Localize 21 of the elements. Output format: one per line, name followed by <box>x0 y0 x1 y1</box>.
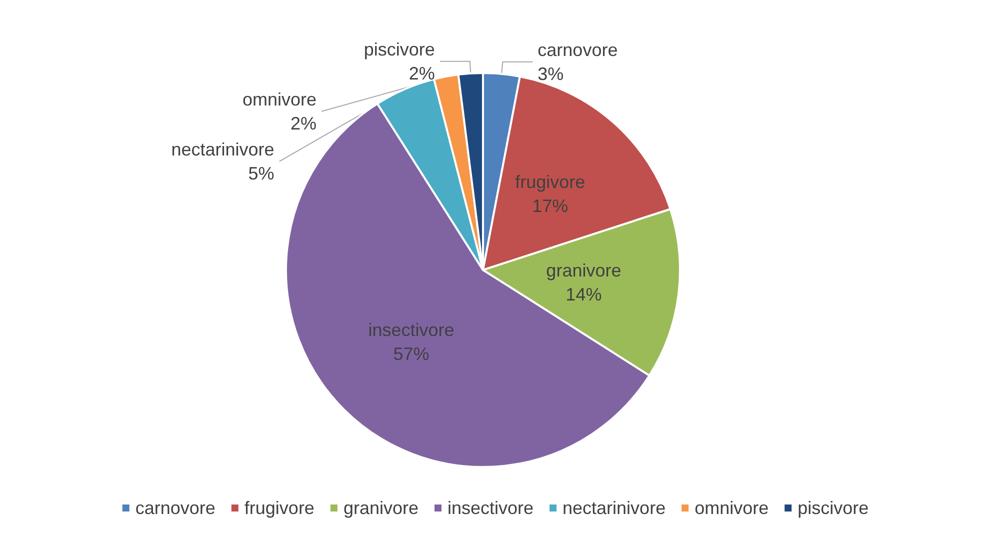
data-label: 2% <box>290 113 317 134</box>
legend-label: insectivore <box>447 498 534 518</box>
legend-label: nectarinivore <box>562 498 666 518</box>
data-label: 2% <box>408 63 435 84</box>
data-label: 5% <box>248 163 274 184</box>
data-label: 3% <box>538 64 564 84</box>
slice-label: omnivore <box>242 89 317 110</box>
slice-label: carnovore <box>538 40 618 60</box>
data-label: 57% <box>393 344 430 364</box>
slice-label: piscivore <box>364 39 435 60</box>
slice-label: insectivore <box>368 320 454 340</box>
slice-label: nectarinivore <box>171 139 274 160</box>
legend-label: piscivore <box>798 498 869 518</box>
slice-label: granivore <box>546 260 622 281</box>
slice-label: frugivore <box>515 172 586 192</box>
data-label: 14% <box>566 284 602 305</box>
legend-label: carnovore <box>135 498 216 518</box>
legend-label: omnivore <box>694 498 769 518</box>
legend-label: frugivore <box>244 498 314 518</box>
legend-label: granivore <box>343 498 418 518</box>
data-label: 17% <box>532 196 568 216</box>
